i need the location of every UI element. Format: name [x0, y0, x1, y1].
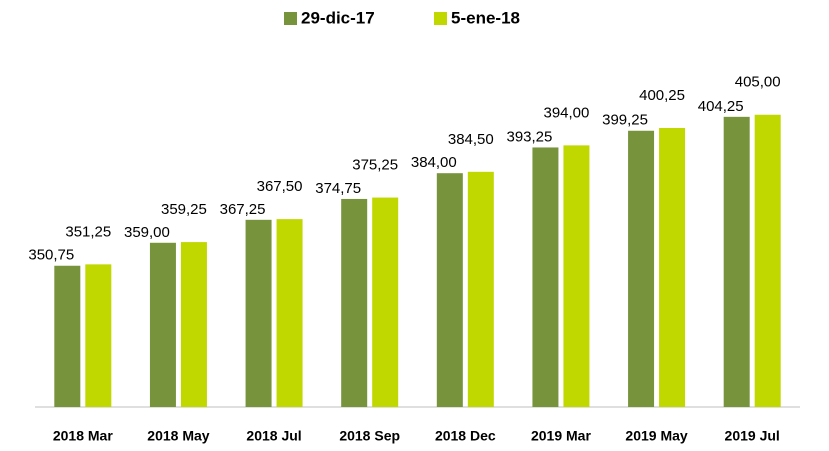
data-label: 350,75 [28, 247, 74, 264]
bar [436, 173, 463, 407]
data-label: 393,25 [506, 128, 552, 145]
bar [467, 171, 494, 407]
legend-label: 5-ene-18 [451, 8, 520, 27]
data-label: 375,25 [352, 157, 398, 174]
bar [754, 114, 781, 407]
data-label: 399,25 [602, 112, 648, 129]
bar [628, 130, 655, 408]
data-label: 351,25 [65, 223, 111, 240]
data-label: 359,00 [124, 224, 170, 241]
bar [54, 265, 81, 407]
bar [276, 219, 303, 407]
data-label: 405,00 [735, 74, 781, 91]
x-tick-label: 2018 May [147, 428, 209, 444]
bar [245, 219, 272, 407]
bar [659, 127, 686, 408]
legend-swatch [434, 12, 447, 25]
bar [180, 242, 207, 407]
x-tick-label: 2018 Sep [339, 428, 400, 444]
data-label: 384,00 [411, 154, 457, 171]
data-label: 400,25 [639, 87, 685, 104]
data-label: 367,50 [257, 178, 303, 195]
data-label: 374,75 [315, 180, 361, 197]
bar [341, 198, 368, 407]
bar [372, 197, 399, 407]
data-label: 359,25 [161, 201, 207, 218]
data-label: 384,50 [448, 131, 494, 148]
x-tick-label: 2018 Dec [435, 428, 496, 444]
x-tick-label: 2019 Mar [531, 428, 591, 444]
bar [723, 116, 750, 408]
bar [532, 147, 559, 407]
bar [563, 145, 590, 407]
x-tick-label: 2018 Jul [246, 428, 301, 444]
data-label: 404,25 [698, 98, 744, 115]
bar [149, 242, 176, 407]
x-tick-label: 2018 Mar [53, 428, 113, 444]
legend-label: 29-dic-17 [301, 8, 375, 27]
data-label: 394,00 [543, 104, 589, 121]
data-label: 367,25 [220, 201, 266, 218]
bar [85, 264, 112, 407]
x-tick-label: 2019 Jul [725, 428, 780, 444]
legend-swatch [284, 12, 297, 25]
x-tick-label: 2019 May [625, 428, 687, 444]
